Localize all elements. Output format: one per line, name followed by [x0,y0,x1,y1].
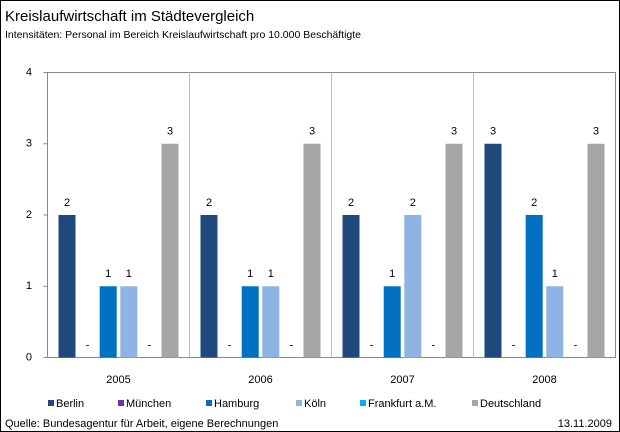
data-label: - [86,339,90,351]
data-label: 3 [490,126,496,138]
data-label: - [290,339,294,351]
y-tick-label: 4 [26,66,32,78]
data-label: 2 [531,197,537,209]
data-label: - [574,339,578,351]
bar [120,286,138,358]
data-label: 1 [389,268,395,280]
legend-label: Deutschland [480,398,541,410]
bar [546,286,564,358]
legend-label: Köln [304,398,326,410]
legend-swatch [472,400,478,406]
legend-swatch [206,400,212,406]
data-label: 2 [410,197,416,209]
x-tick-label: 2006 [248,374,272,386]
bar [241,286,259,358]
legend-swatch [118,400,124,406]
legend-swatch [48,400,54,406]
legend-swatch [360,400,366,406]
y-tick-label: 0 [26,351,32,363]
date: 13.11.2009 [558,418,612,430]
chart-title: Kreislaufwirtschaft im Städtevergleich [5,8,254,25]
data-label: 1 [552,268,558,280]
data-label: 1 [126,268,132,280]
bar [200,215,218,358]
legend-swatch [296,400,302,406]
bar [303,143,321,358]
chart-subtitle: Intensitäten: Personal im Bereich Kreisl… [5,29,361,41]
bar [342,215,360,358]
bar [445,143,463,358]
bar [58,215,76,358]
bar [525,215,543,358]
data-label: - [148,339,152,351]
data-label: 1 [268,268,274,280]
legend-label: Frankfurt a.M. [368,398,436,410]
data-label: 2 [348,197,354,209]
bar [262,286,280,358]
bar [587,143,605,358]
source: Quelle: Bundesagentur für Arbeit, eigene… [5,418,278,430]
y-tick-label: 2 [26,209,32,221]
data-label: - [370,339,374,351]
data-label: - [512,339,516,351]
x-tick-label: 2005 [106,374,130,386]
y-tick-label: 3 [26,138,32,150]
data-label: 3 [593,126,599,138]
bar [383,286,401,358]
data-label: 2 [206,197,212,209]
data-label: 3 [309,126,315,138]
data-label: 2 [64,197,70,209]
legend-label: Berlin [56,398,84,410]
legend-label: Hamburg [214,398,259,410]
bar [484,143,502,358]
bar [99,286,117,358]
x-tick-label: 2008 [532,374,556,386]
data-label: 1 [105,268,111,280]
data-label: 3 [451,126,457,138]
x-tick-label: 2007 [390,374,414,386]
data-label: - [228,339,232,351]
legend-label: München [126,398,171,410]
data-label: 3 [167,126,173,138]
y-tick-label: 1 [26,280,32,292]
bar [161,143,179,358]
bar [404,215,422,358]
data-label: - [432,339,436,351]
data-label: 1 [247,268,253,280]
